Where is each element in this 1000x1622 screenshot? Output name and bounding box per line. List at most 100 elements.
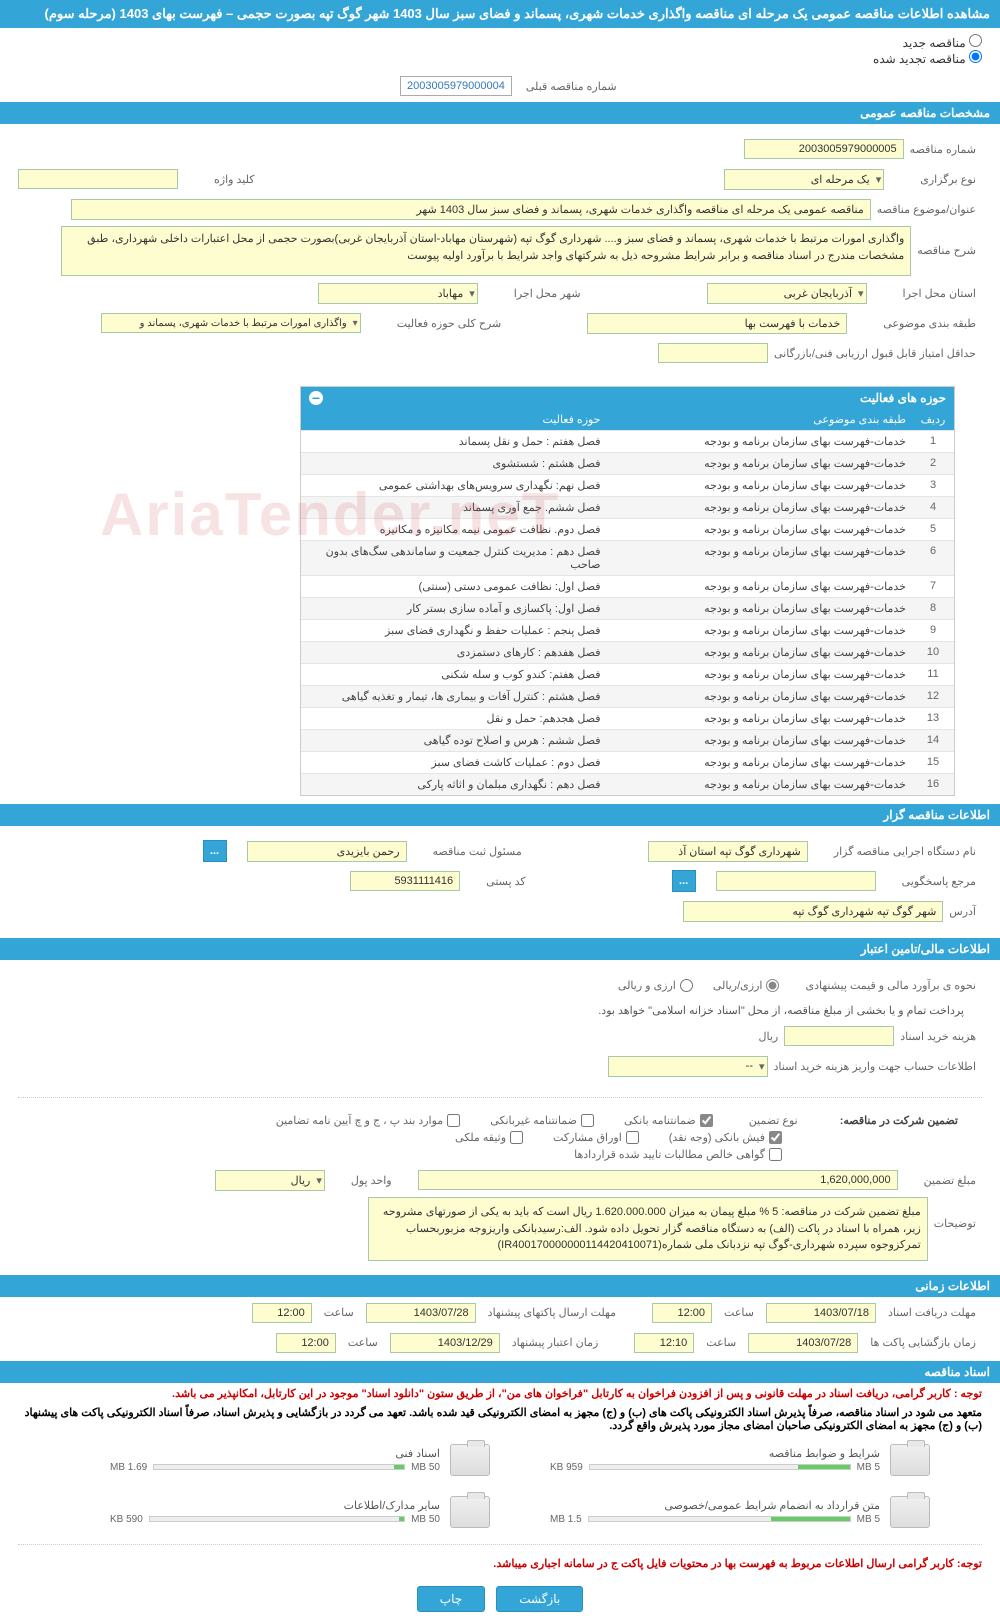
docs-note1: توجه : کاربر گرامی، دریافت اسناد در مهلت… bbox=[0, 1383, 1000, 1404]
expl-label: توضیحات bbox=[928, 1197, 982, 1230]
table-row: 6خدمات-فهرست بهای سازمان برنامه و بودجهف… bbox=[301, 540, 954, 575]
addr-field[interactable]: شهر گوگ تپه شهرداری گوگ تپه bbox=[683, 901, 943, 922]
rcv-time[interactable]: 12:00 bbox=[652, 1303, 712, 1323]
reg-field: رحمن بایزیدی bbox=[247, 841, 407, 862]
page-title: مشاهده اطلاعات مناقصه عمومی یک مرحله ای … bbox=[0, 0, 1000, 28]
doc-item-terms[interactable]: شرایط و ضوابط مناقصه 5 MB959 KB bbox=[550, 1444, 930, 1476]
print-button[interactable]: چاپ bbox=[417, 1586, 485, 1612]
open-label: زمان بازگشایی پاکت ها bbox=[864, 1336, 982, 1349]
min-credit-label: حداقل امتیاز قابل قبول ارزیابی فنی/بازرگ… bbox=[768, 347, 982, 360]
guarantee-title: تضمین شرکت در مناقصه: bbox=[834, 1114, 964, 1127]
unit-select[interactable]: ریال bbox=[215, 1170, 325, 1191]
postal-field[interactable]: 5931111416 bbox=[350, 871, 460, 891]
city-select[interactable]: مهاباد bbox=[318, 283, 478, 304]
valid-date[interactable]: 1403/12/29 bbox=[390, 1333, 500, 1353]
est-label: نحوه ی برآورد مالی و قیمت پیشنهادی bbox=[799, 979, 982, 992]
prev-tender-no-label: شماره مناقصه قبلی bbox=[520, 80, 623, 93]
tender-no-label: شماره مناقصه bbox=[904, 143, 982, 156]
acct-select[interactable]: -- bbox=[608, 1056, 768, 1077]
opt-rial[interactable]: ارزی/ریالی bbox=[713, 979, 780, 992]
opt-fx[interactable]: ارزی و ریالی bbox=[618, 979, 693, 992]
radio-new-label: مناقصه جدید bbox=[903, 36, 966, 50]
table-row: 9خدمات-فهرست بهای سازمان برنامه و بودجهف… bbox=[301, 619, 954, 641]
reg-lookup-button[interactable]: ... bbox=[203, 840, 227, 862]
acct-label: اطلاعات حساب جهت واریز هزینه خرید اسناد bbox=[768, 1060, 982, 1073]
subject-field[interactable]: مناقصه عمومی یک مرحله ای مناقصه واگذاری … bbox=[71, 199, 871, 220]
table-row: 4خدمات-فهرست بهای سازمان برنامه و بودجهف… bbox=[301, 496, 954, 518]
open-time[interactable]: 12:10 bbox=[634, 1333, 694, 1353]
rcv-date[interactable]: 1403/07/18 bbox=[766, 1303, 876, 1323]
table-row: 7خدمات-فهرست بهای سازمان برنامه و بودجهف… bbox=[301, 575, 954, 597]
th-class: طبقه بندی موضوعی bbox=[607, 409, 913, 430]
table-row: 8خدمات-فهرست بهای سازمان برنامه و بودجهف… bbox=[301, 597, 954, 619]
resp-field[interactable] bbox=[716, 871, 876, 891]
prev-tender-no[interactable]: 2003005979000004 bbox=[400, 76, 512, 96]
class-label: طبقه بندی موضوعی bbox=[877, 317, 982, 330]
doc-cost-label: هزینه خرید اسناد bbox=[894, 1030, 982, 1043]
scope-select[interactable]: واگذاری امورات مرتبط با خدمات شهری، پسما… bbox=[101, 313, 361, 333]
subject-label: عنوان/موضوع مناقصه bbox=[871, 203, 982, 216]
province-select[interactable]: آذربایجان غربی bbox=[707, 283, 867, 304]
amount-label: مبلغ تضمین bbox=[918, 1174, 982, 1187]
th-row: ردیف bbox=[912, 409, 954, 430]
type-label: نوع برگزاری bbox=[914, 173, 982, 186]
table-row: 13خدمات-فهرست بهای سازمان برنامه و بودجه… bbox=[301, 707, 954, 729]
section-finance-header: اطلاعات مالی/تامین اعتبار bbox=[0, 938, 1000, 960]
section-holder-header: اطلاعات مناقصه گزار bbox=[0, 804, 1000, 826]
expl-field[interactable]: مبلغ تضمین شرکت در مناقصه: 5 % مبلغ پیما… bbox=[368, 1197, 928, 1261]
guarantee-type-label: نوع تضمین bbox=[743, 1114, 804, 1127]
city-label: شهر محل اجرا bbox=[508, 287, 587, 300]
chk-bonds[interactable]: اوراق مشارکت bbox=[553, 1131, 639, 1144]
table-row: 12خدمات-فهرست بهای سازمان برنامه و بودجه… bbox=[301, 685, 954, 707]
folder-icon bbox=[450, 1496, 490, 1528]
chk-cash[interactable]: فیش بانکی (وجه نقد) bbox=[669, 1131, 782, 1144]
org-field: شهرداری گوگ تپه استان آذ bbox=[648, 841, 808, 862]
table-row: 2خدمات-فهرست بهای سازمان برنامه و بودجهف… bbox=[301, 452, 954, 474]
finance-note: پرداخت تمام و یا بخشی از مبلغ مناقصه، از… bbox=[18, 1002, 982, 1019]
doc-cost-field[interactable] bbox=[784, 1026, 894, 1046]
doc-item-other[interactable]: سایر مدارک/اطلاعات 50 MB590 KB bbox=[110, 1496, 490, 1528]
send-date[interactable]: 1403/07/28 bbox=[366, 1303, 476, 1323]
radio-renewed[interactable]: مناقصه تجدید شده bbox=[873, 52, 982, 66]
rcv-label: مهلت دریافت اسناد bbox=[882, 1306, 982, 1319]
resp-label: مرجع پاسخگویی bbox=[896, 875, 982, 888]
send-time[interactable]: 12:00 bbox=[252, 1303, 312, 1323]
footer-note: توجه: کاربر گرامی ارسال اطلاعات مربوط به… bbox=[0, 1551, 1000, 1576]
table-row: 3خدمات-فهرست بهای سازمان برنامه و بودجهف… bbox=[301, 474, 954, 496]
table-row: 15خدمات-فهرست بهای سازمان برنامه و بودجه… bbox=[301, 751, 954, 773]
chk-clause[interactable]: موارد بند پ ، ج و چ آیین نامه تضامین bbox=[276, 1114, 460, 1127]
section-general-header: مشخصات مناقصه عمومی bbox=[0, 102, 1000, 124]
amount-field[interactable]: 1,620,000,000 bbox=[418, 1170, 898, 1190]
type-select[interactable]: یک مرحله ای bbox=[724, 169, 884, 190]
unit-label: واحد پول bbox=[345, 1174, 398, 1187]
table-row: 14خدمات-فهرست بهای سازمان برنامه و بودجه… bbox=[301, 729, 954, 751]
doc-item-contract[interactable]: متن قرارداد به انضمام شرایط عمومی/خصوصی … bbox=[550, 1496, 930, 1528]
table-row: 10خدمات-فهرست بهای سازمان برنامه و بودجه… bbox=[301, 641, 954, 663]
radio-new[interactable]: مناقصه جدید bbox=[903, 36, 982, 50]
chk-nonbank[interactable]: ضمانتنامه غیربانکی bbox=[490, 1114, 594, 1127]
doc-item-tech[interactable]: اسناد فنی 50 MB1.69 MB bbox=[110, 1444, 490, 1476]
section-docs-header: اسناد مناقصه bbox=[0, 1361, 1000, 1383]
chk-bank[interactable]: ضمانتنامه بانکی bbox=[624, 1114, 713, 1127]
chk-cert[interactable]: گواهی خالص مطالبات تایید شده قراردادها bbox=[574, 1148, 782, 1161]
min-credit-field[interactable] bbox=[658, 343, 768, 363]
back-button[interactable]: بازگشت bbox=[496, 1586, 583, 1612]
table-row: 16خدمات-فهرست بهای سازمان برنامه و بودجه… bbox=[301, 773, 954, 795]
keyword-label: کلید واژه bbox=[208, 173, 260, 186]
chk-prop[interactable]: وثیقه ملکی bbox=[455, 1131, 523, 1144]
collapse-icon[interactable]: − bbox=[309, 391, 323, 405]
desc-field[interactable]: واگذاری امورات مرتبط با خدمات شهری، پسما… bbox=[61, 226, 911, 276]
class-field[interactable]: خدمات با فهرست بها bbox=[587, 313, 847, 334]
keyword-field[interactable] bbox=[18, 169, 178, 189]
province-label: استان محل اجرا bbox=[897, 287, 982, 300]
table-row: 5خدمات-فهرست بهای سازمان برنامه و بودجهف… bbox=[301, 518, 954, 540]
folder-icon bbox=[890, 1444, 930, 1476]
send-label: مهلت ارسال پاکتهای پیشنهاد bbox=[482, 1306, 622, 1319]
scope-label: شرح کلی حوزه فعالیت bbox=[391, 317, 508, 330]
open-date[interactable]: 1403/07/28 bbox=[748, 1333, 858, 1353]
resp-lookup-button[interactable]: ... bbox=[672, 870, 696, 892]
doc-title: شرایط و ضوابط مناقصه bbox=[550, 1447, 880, 1460]
folder-icon bbox=[890, 1496, 930, 1528]
section-time-header: اطلاعات زمانی bbox=[0, 1275, 1000, 1297]
valid-time[interactable]: 12:00 bbox=[276, 1333, 336, 1353]
